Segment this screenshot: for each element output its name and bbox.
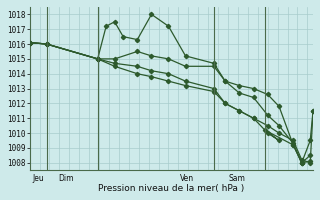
X-axis label: Pression niveau de la mer( hPa ): Pression niveau de la mer( hPa ): [98, 184, 244, 193]
Text: Ven: Ven: [180, 174, 194, 183]
Text: Sam: Sam: [228, 174, 245, 183]
Text: Jeu: Jeu: [32, 174, 44, 183]
Text: Dim: Dim: [58, 174, 74, 183]
